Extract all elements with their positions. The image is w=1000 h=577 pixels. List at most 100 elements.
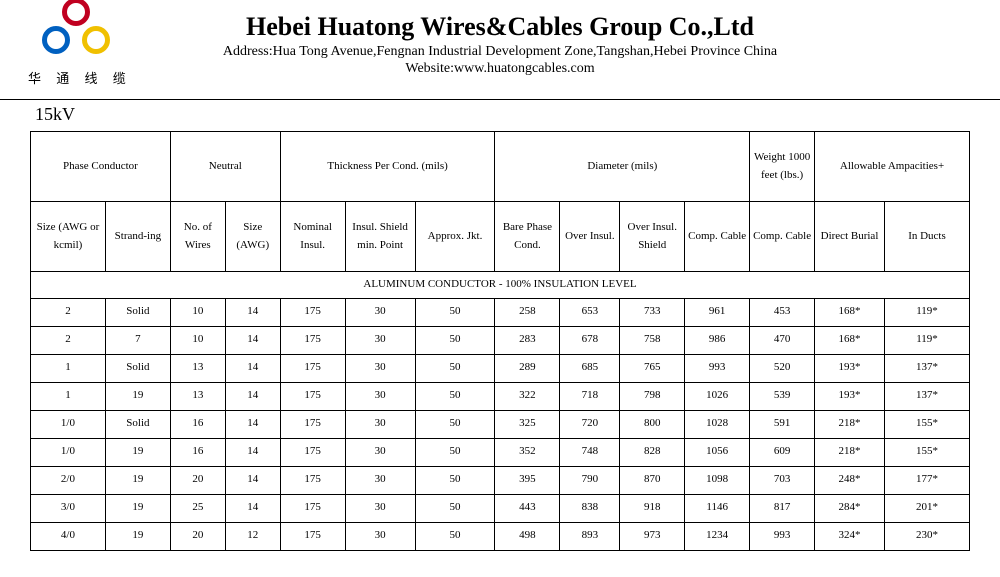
cell: 453 [750, 298, 815, 326]
section-row: ALUMINUM CONDUCTOR - 100% INSULATION LEV… [31, 272, 970, 299]
table-row: 1Solid13141753050289685765993520193*137* [31, 354, 970, 382]
cell: 14 [225, 326, 280, 354]
section-title: ALUMINUM CONDUCTOR - 100% INSULATION LEV… [31, 272, 970, 299]
cell: 703 [750, 466, 815, 494]
cell: 284* [815, 494, 885, 522]
cell: 12 [225, 522, 280, 550]
cell: 352 [495, 438, 560, 466]
cell: 50 [415, 410, 495, 438]
cell: 325 [495, 410, 560, 438]
cell: 137* [884, 354, 969, 382]
table-row: 2710141753050283678758986470168*119* [31, 326, 970, 354]
cell: 3/0 [31, 494, 106, 522]
cell: 14 [225, 438, 280, 466]
cell: 324* [815, 522, 885, 550]
cell: 1/0 [31, 438, 106, 466]
cell: 16 [170, 410, 225, 438]
cell: 201* [884, 494, 969, 522]
cell: 50 [415, 298, 495, 326]
cell: 19 [105, 466, 170, 494]
cell: 175 [280, 326, 345, 354]
cell: 175 [280, 354, 345, 382]
cell: 218* [815, 438, 885, 466]
cell: 10 [170, 326, 225, 354]
cell: 30 [345, 354, 415, 382]
cell: 50 [415, 382, 495, 410]
cell: 748 [560, 438, 620, 466]
group-header-row: Phase Conductor Neutral Thickness Per Co… [31, 132, 970, 202]
cell: 137* [884, 382, 969, 410]
cell: 1026 [685, 382, 750, 410]
cell: 175 [280, 494, 345, 522]
sub-header-row: Size (AWG or kcmil)Strand-ingNo. of Wire… [31, 202, 970, 272]
cell: 520 [750, 354, 815, 382]
cell: 175 [280, 466, 345, 494]
cell: 283 [495, 326, 560, 354]
website-label: Website: [405, 61, 454, 76]
cell: 322 [495, 382, 560, 410]
cell: 289 [495, 354, 560, 382]
cell: Solid [105, 410, 170, 438]
logo-circle-yellow [82, 26, 110, 54]
column-header: Nominal Insul. [280, 202, 345, 272]
cell: 1146 [685, 494, 750, 522]
cell: 168* [815, 298, 885, 326]
cell: 718 [560, 382, 620, 410]
cell: 443 [495, 494, 560, 522]
cell: 19 [105, 494, 170, 522]
cell: 30 [345, 410, 415, 438]
column-header: Size (AWG or kcmil) [31, 202, 106, 272]
cell: 1/0 [31, 410, 106, 438]
cell: Solid [105, 298, 170, 326]
column-header: Size (AWG) [225, 202, 280, 272]
cell: 30 [345, 494, 415, 522]
cell: 961 [685, 298, 750, 326]
table-body: ALUMINUM CONDUCTOR - 100% INSULATION LEV… [31, 272, 970, 551]
group-phase: Phase Conductor [31, 132, 171, 202]
cell: 539 [750, 382, 815, 410]
cell: 2/0 [31, 466, 106, 494]
address-label: Address: [223, 44, 273, 59]
cell: 168* [815, 326, 885, 354]
cell: 193* [815, 382, 885, 410]
logo-graphic [30, 0, 130, 60]
column-header: Over Insul. Shield [620, 202, 685, 272]
column-header: Over Insul. [560, 202, 620, 272]
column-header: Bare Phase Cond. [495, 202, 560, 272]
table-row: 3/019251417530504438389181146817284*201* [31, 494, 970, 522]
cell: 870 [620, 466, 685, 494]
cell: 591 [750, 410, 815, 438]
table-row: 1/019161417530503527488281056609218*155* [31, 438, 970, 466]
cell: 2 [31, 326, 106, 354]
cell: 30 [345, 298, 415, 326]
voltage-label: 15kV [0, 100, 1000, 131]
table-row: 2/019201417530503957908701098703248*177* [31, 466, 970, 494]
cell: 14 [225, 298, 280, 326]
logo-chinese-text: 华 通 线 缆 [28, 68, 150, 87]
cell: 973 [620, 522, 685, 550]
cell: 155* [884, 438, 969, 466]
cell: 20 [170, 522, 225, 550]
cell: 653 [560, 298, 620, 326]
cell: 798 [620, 382, 685, 410]
cell: 50 [415, 494, 495, 522]
group-diameter: Diameter (mils) [495, 132, 750, 202]
cell: 395 [495, 466, 560, 494]
cell: 993 [685, 354, 750, 382]
group-ampacity: Allowable Ampacities+ [815, 132, 970, 202]
cell: 50 [415, 522, 495, 550]
column-header: Comp. Cable [685, 202, 750, 272]
cell: 175 [280, 438, 345, 466]
page-header: 华 通 线 缆 Hebei Huatong Wires&Cables Group… [0, 0, 1000, 100]
cell: 25 [170, 494, 225, 522]
cell: 13 [170, 354, 225, 382]
cell: 765 [620, 354, 685, 382]
cell: 30 [345, 522, 415, 550]
cell: 1234 [685, 522, 750, 550]
table-container: Phase Conductor Neutral Thickness Per Co… [0, 131, 1000, 551]
cell: 2 [31, 298, 106, 326]
column-header: Direct Burial [815, 202, 885, 272]
cell: 498 [495, 522, 560, 550]
cell: 30 [345, 382, 415, 410]
cell: 20 [170, 466, 225, 494]
